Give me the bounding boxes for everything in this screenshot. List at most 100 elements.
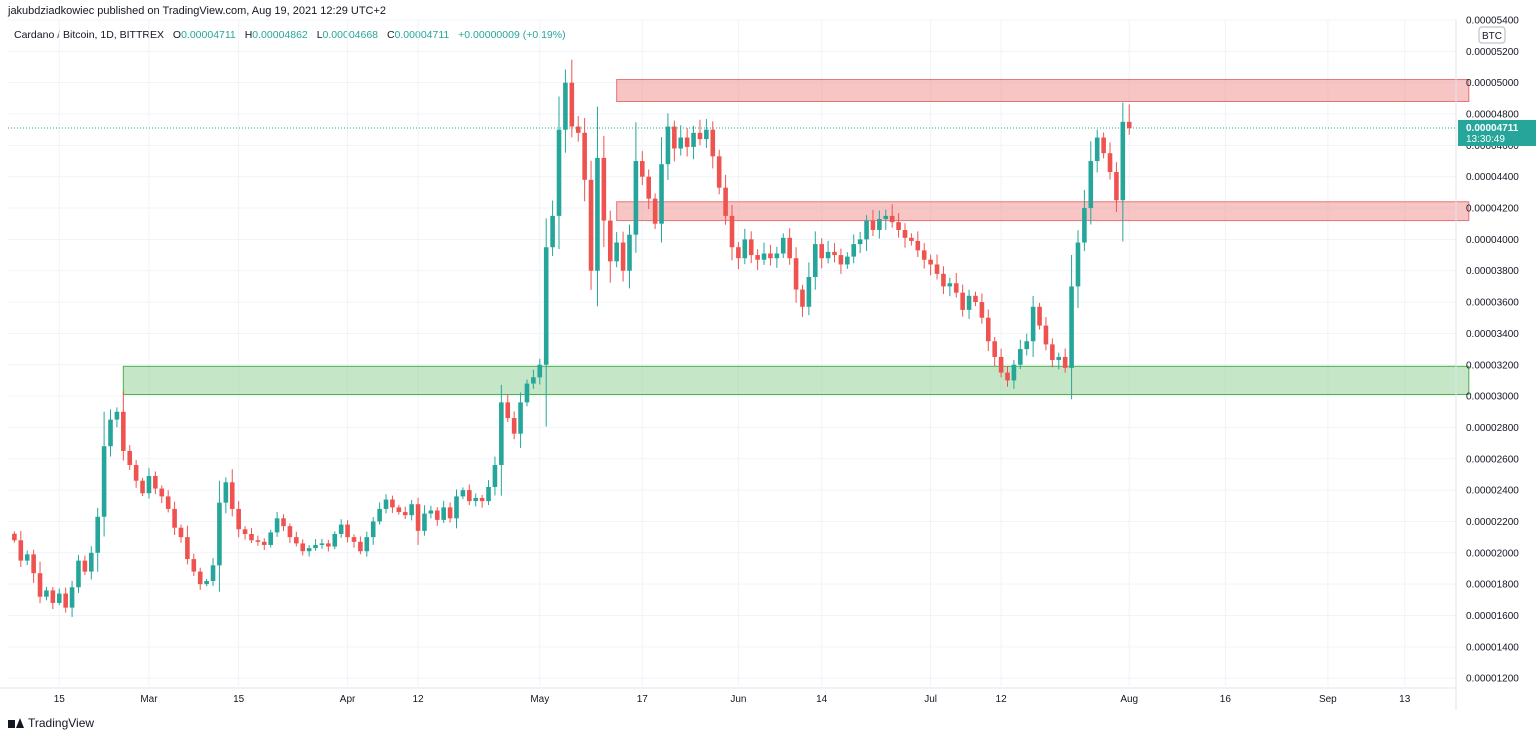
candle-body [511, 418, 517, 434]
candle [1056, 352, 1062, 370]
candle-body [287, 526, 293, 538]
candlestick-chart[interactable]: 0.00005400 0.00005200 0.00005000 0.00004800… [0, 0, 1536, 710]
candle [915, 231, 921, 258]
candle [415, 497, 421, 545]
candle-body [127, 450, 133, 466]
candle [345, 520, 350, 543]
candle-body [755, 255, 760, 260]
candle-body [422, 513, 427, 531]
candle-body [95, 516, 100, 553]
y-tick-label: 0.00003000 [1466, 392, 1519, 403]
grid-lines [8, 19, 1456, 686]
candle-body [229, 482, 235, 509]
candle [1126, 104, 1132, 135]
candle [1101, 132, 1106, 159]
candle [736, 242, 741, 270]
candle-body [24, 554, 30, 561]
candle [473, 493, 479, 507]
candle [902, 223, 908, 248]
candle [947, 277, 953, 297]
candle [729, 204, 735, 261]
resistance-zone [616, 201, 1470, 222]
candle [306, 545, 312, 557]
candle-body [249, 533, 254, 541]
candle-body [524, 383, 530, 403]
y-tick-label: 0.00004800 [1466, 110, 1519, 121]
candle-body [736, 247, 741, 259]
candle [607, 210, 613, 283]
y-tick-label: 0.00005400 [1466, 16, 1519, 27]
candles [12, 59, 1132, 617]
candle [499, 384, 504, 496]
candle-body [88, 552, 94, 572]
candle [44, 586, 49, 601]
candle [889, 204, 895, 228]
candle-body [390, 499, 395, 508]
candle-body [409, 504, 414, 516]
footer: TradingView [8, 716, 94, 730]
candle-body [768, 253, 773, 259]
candle-body [646, 176, 652, 199]
candle [153, 471, 158, 494]
candle [364, 531, 370, 557]
candle-body [204, 581, 209, 585]
change-value: +0.00000009 (+0.19%) [458, 29, 566, 41]
candle-body [793, 258, 799, 290]
candle [229, 469, 235, 517]
candle [793, 247, 799, 303]
candle [50, 586, 56, 610]
candle-body [710, 129, 716, 157]
candle-body [178, 527, 184, 538]
candle [274, 511, 280, 537]
candle-body [1120, 121, 1126, 201]
candle-body [652, 198, 658, 224]
candle [486, 480, 491, 506]
candle-body [563, 82, 568, 130]
candle [1011, 359, 1017, 389]
candle [1094, 129, 1100, 173]
candle-body [261, 541, 267, 545]
y-tick-label: 0.00002200 [1466, 517, 1519, 528]
candle [159, 485, 165, 504]
candle-body [889, 215, 895, 223]
candle-body [236, 508, 241, 530]
x-tick-label: 15 [233, 694, 245, 705]
candle [601, 135, 607, 247]
candle-body [973, 295, 978, 303]
candle-body [31, 554, 36, 574]
candle-body [172, 508, 177, 528]
candle [1075, 230, 1081, 308]
candle [883, 209, 889, 230]
candle-body [460, 490, 466, 497]
candle-body [364, 537, 370, 552]
candle [1082, 189, 1087, 251]
candle-body [697, 132, 703, 140]
candle [255, 535, 261, 546]
candle [556, 96, 562, 250]
candle [95, 507, 100, 572]
candle-body [121, 411, 126, 451]
candle [63, 587, 68, 613]
candle-body [345, 524, 350, 538]
candle [467, 484, 472, 506]
candle [1088, 141, 1094, 225]
candle [819, 238, 824, 269]
candle-body [537, 364, 543, 378]
y-tick-label: 0.00004400 [1466, 172, 1519, 183]
candle-body [595, 157, 600, 271]
candle [281, 514, 286, 532]
candle [37, 561, 43, 604]
candle [300, 539, 306, 556]
candle [992, 336, 997, 367]
y-tick-label: 0.00004200 [1466, 204, 1519, 215]
candle [319, 538, 325, 549]
y-tick-label: 0.00003800 [1466, 266, 1519, 277]
candle-body [185, 537, 190, 560]
candle [1114, 162, 1119, 213]
candle-body [319, 543, 325, 545]
candle-body [902, 229, 908, 238]
time-axis: 15 Mar 15 Apr 12 May 17 Jun 14 Jul 12 Aug 16 Sep 13 [0, 687, 1456, 705]
candle-body [1088, 161, 1094, 209]
candle [217, 480, 222, 592]
candle [133, 460, 139, 488]
